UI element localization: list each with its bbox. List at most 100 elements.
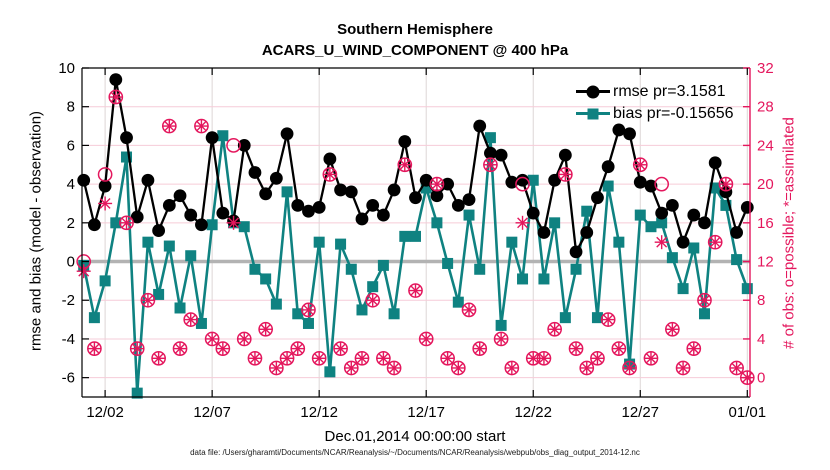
assimilated-star-icon [99,198,111,209]
assimilated-star-icon [678,363,688,373]
bias-point [185,250,197,262]
rmse-point [269,171,283,185]
legend-item-bias: bias pr=-0.15656 [576,103,734,124]
possible-circle-icon [461,302,477,318]
bias-point [121,151,133,163]
possible-circle-icon [279,350,295,366]
legend-label-bias: bias pr=-0.15656 [613,104,734,122]
assimilated-star-icon [378,353,389,364]
rmse-series [77,73,754,259]
assimilated-star-icon [496,334,507,344]
bias-point [570,263,582,275]
assimilated-star-icon [78,265,90,277]
data-file-caption: data file: /Users/gharamti/Documents/NCA… [190,448,640,457]
chart-title-line2: ACARS_U_WIND_COMPONENT @ 400 hPa [261,42,569,59]
assimilated-star-icon [560,169,571,180]
possible-circle-icon [386,360,402,376]
assimilated-star-icon [410,285,421,296]
x-tick-label: 12/27 [621,404,659,421]
bias-point [720,199,732,211]
bias-point [238,221,250,233]
rmse-point [730,226,743,239]
rmse-point [526,206,540,220]
possible-circle-icon [161,118,177,134]
bias-point [442,257,454,269]
rmse-point [77,173,91,187]
bias-point [517,273,529,285]
bias-point [153,288,165,300]
rmse-point [719,185,733,199]
possible-circle-icon [376,350,391,366]
rmse-point [740,200,754,214]
assimilated-star-icon [282,353,292,364]
left-tick-label: 8 [67,99,75,116]
bias-point [698,308,710,320]
assimilated-star-icon [624,363,635,373]
bias-point [474,263,486,275]
bias-point [99,275,111,287]
bias-point [88,312,100,324]
rmse-point [280,127,294,141]
rmse-point [141,173,155,187]
y-axis-left: 10 8 6 4 2 0 -2 -4 -6 [58,60,89,387]
assimilated-star-icon [132,343,143,354]
bias-point [195,317,207,329]
assimilated-star-icon [399,159,410,170]
possible-circle-icon [258,321,274,337]
bias-point [420,182,432,194]
possible-circle-icon [450,360,466,376]
possible-circle-icon [739,370,755,385]
rmse-point [376,208,390,222]
rmse-point [665,199,679,212]
bias-point [163,240,175,252]
rmse-point [462,193,476,207]
bias-point [292,308,304,320]
possible-circle-icon [557,167,573,182]
assimilated-star-icon [367,295,378,306]
bias-point [591,312,603,324]
rmse-point [173,189,187,203]
rmse-point [109,73,123,87]
assimilated-star-icon [549,324,560,335]
bias-point [142,236,154,248]
rmse-point [516,173,529,187]
possible-circle-icon [151,350,166,366]
bias-point [538,273,550,285]
assimilated-star-icon [143,295,153,306]
x-axis-label: Dec.01,2014 00:00:00 start [324,428,506,445]
legend-item-rmse: rmse pr=3.1581 [576,81,734,102]
bias-point [602,180,614,192]
rmse-point [355,212,369,226]
bias-point [581,205,593,217]
rmse-point [195,218,208,232]
possible-circle-icon [632,157,648,173]
assimilated-star-icon [250,353,260,364]
possible-circle-icon [504,360,520,376]
possible-circle-icon [493,331,509,347]
rmse-point [216,206,230,220]
bias-point [527,174,539,186]
bias-point [484,132,496,144]
possible-circle-icon [333,341,348,356]
x-axis: 12/02 12/07 12/12 12/17 12/22 12/27 01/01 [86,68,766,421]
possible-circle-icon [665,321,680,337]
bias-point [302,317,314,329]
rmse-point [580,226,594,239]
assimilated-star-icon [603,314,614,325]
bias-point [656,217,668,229]
possible-circle-icon [686,341,702,356]
possible-circle-icon [718,176,734,192]
bias-point [335,238,347,250]
rmse-point [323,152,337,166]
rmse-point [430,189,444,203]
assimilated-star-icon [517,217,528,229]
rmse-point [237,139,251,152]
possible-circle-icon [343,360,359,376]
possible-circle-icon [119,215,134,231]
rmse-point [708,156,722,170]
rmse-point [473,119,487,133]
assimilated-star-icon [581,363,592,373]
possible-circle-icon [707,234,723,250]
possible-circle-icon [547,321,562,337]
right-tick-label: 28 [757,99,774,116]
